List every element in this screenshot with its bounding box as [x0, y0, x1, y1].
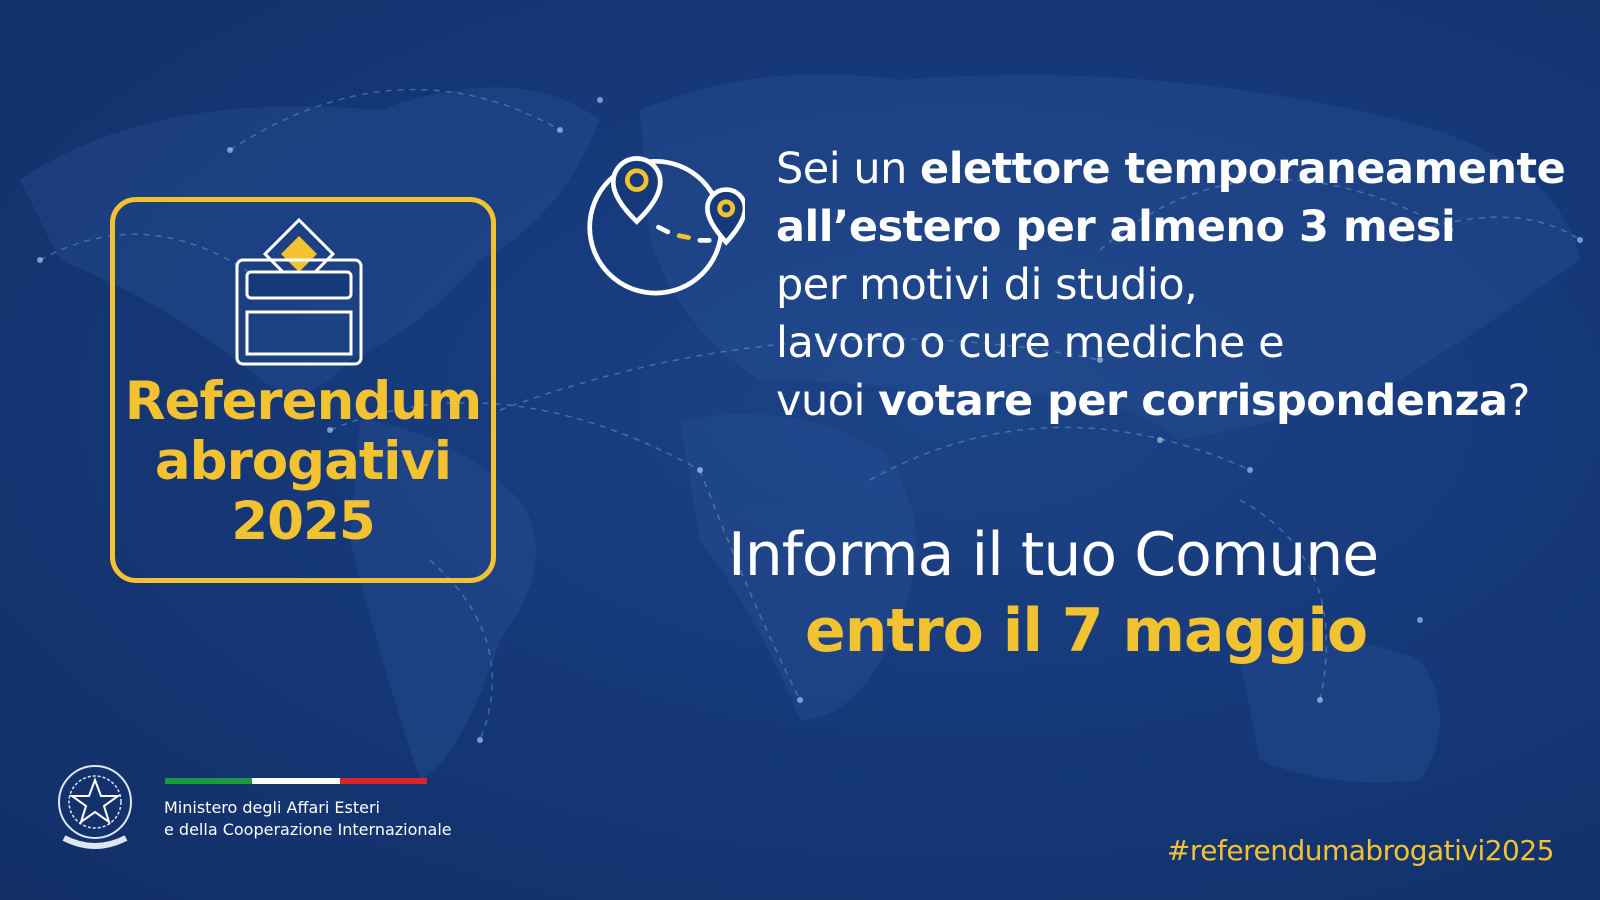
- text: per motivi di studio,: [776, 260, 1198, 310]
- text-bold: votare per corrispondenza: [878, 376, 1508, 426]
- ministry-line: e della Cooperazione Internazionale: [164, 820, 452, 839]
- text: vuoi: [776, 376, 879, 426]
- italian-republic-emblem: [58, 765, 132, 849]
- cta-heading: Informa il tuo Comune: [728, 520, 1379, 590]
- italian-flag-stripe: [165, 778, 427, 784]
- referendum-badge: Referendum abrogativi 2025: [110, 197, 496, 583]
- ministry-name: Ministero degli Affari Esteri e della Co…: [164, 797, 452, 841]
- badge-line: 2025: [231, 491, 376, 552]
- cta-deadline: entro il 7 maggio: [805, 596, 1368, 666]
- hashtag: #referendumabrogativi2025: [1166, 834, 1555, 867]
- text: lavoro o cure mediche e: [776, 318, 1285, 368]
- eligibility-question: Sei un elettore temporaneamente all’este…: [776, 140, 1566, 430]
- text: ?: [1507, 376, 1531, 426]
- text-bold: elettore temporaneamente: [920, 144, 1566, 194]
- badge-title: Referendum abrogativi 2025: [115, 372, 491, 552]
- ballot-box-icon: [235, 217, 363, 366]
- text-bold: all’estero per almeno 3 mesi: [776, 202, 1456, 252]
- badge-line: Referendum: [124, 371, 482, 432]
- globe-route-pins-icon: [587, 156, 745, 296]
- text: Sei un: [776, 144, 921, 194]
- badge-line: abrogativi: [154, 431, 452, 492]
- ministry-line: Ministero degli Affari Esteri: [164, 798, 380, 817]
